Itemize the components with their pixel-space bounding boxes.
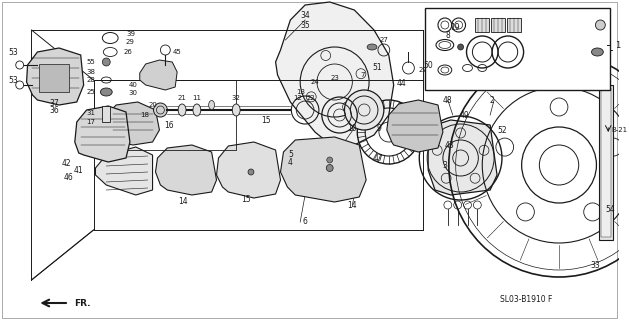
Ellipse shape	[209, 100, 214, 109]
Bar	[599, 85, 613, 240]
Text: 5: 5	[288, 149, 292, 158]
Text: 2: 2	[490, 95, 494, 105]
Circle shape	[345, 90, 384, 130]
Text: 51: 51	[372, 62, 382, 71]
Text: 9: 9	[377, 124, 381, 132]
Polygon shape	[96, 147, 153, 195]
Text: 47: 47	[374, 154, 384, 163]
Circle shape	[458, 44, 464, 50]
Bar	[40, 64, 69, 92]
Text: 49: 49	[460, 110, 469, 119]
Text: 48: 48	[443, 95, 453, 105]
Bar	[476, 18, 489, 32]
Text: 53: 53	[8, 76, 18, 84]
Text: 21: 21	[177, 95, 187, 101]
Polygon shape	[75, 106, 130, 162]
Text: 40: 40	[129, 82, 138, 88]
Circle shape	[596, 20, 605, 30]
Text: 16: 16	[164, 121, 174, 130]
Ellipse shape	[591, 48, 603, 56]
Text: 3: 3	[443, 161, 448, 170]
Text: 53: 53	[8, 47, 18, 57]
Text: 26: 26	[123, 49, 132, 55]
Bar	[601, 88, 611, 237]
Bar	[491, 18, 505, 32]
Polygon shape	[428, 120, 497, 195]
Text: 18: 18	[141, 112, 150, 118]
Text: 20: 20	[148, 102, 157, 108]
Bar	[425, 8, 610, 90]
Polygon shape	[276, 2, 394, 145]
Text: 1: 1	[615, 41, 620, 50]
Bar	[94, 80, 237, 150]
Text: 43: 43	[445, 140, 455, 149]
Text: 33: 33	[591, 260, 600, 269]
Ellipse shape	[232, 104, 240, 116]
Text: 44: 44	[397, 78, 406, 87]
Ellipse shape	[178, 104, 186, 116]
Polygon shape	[26, 48, 84, 105]
Bar	[507, 18, 521, 32]
Polygon shape	[105, 102, 159, 145]
Circle shape	[248, 169, 254, 175]
Text: 15: 15	[242, 196, 251, 204]
Text: 15: 15	[261, 116, 270, 124]
Text: 25: 25	[87, 89, 96, 95]
Text: 29: 29	[126, 39, 135, 45]
Text: 27: 27	[379, 37, 388, 43]
Text: 45: 45	[172, 49, 181, 55]
Polygon shape	[281, 137, 366, 202]
Text: 34: 34	[300, 11, 310, 20]
Text: 12: 12	[292, 95, 302, 101]
Text: 14: 14	[178, 197, 188, 206]
Polygon shape	[216, 142, 281, 198]
Text: 32: 32	[231, 95, 241, 101]
Text: B-21: B-21	[611, 127, 627, 133]
Text: 27: 27	[418, 67, 427, 73]
Text: SL03-B1910 F: SL03-B1910 F	[500, 295, 552, 305]
Text: 23: 23	[330, 75, 339, 81]
Ellipse shape	[367, 44, 377, 50]
Text: 30: 30	[129, 90, 138, 96]
Text: 41: 41	[74, 165, 84, 174]
Text: 50: 50	[423, 60, 433, 69]
Text: 42: 42	[62, 158, 72, 167]
Text: 19: 19	[450, 22, 460, 31]
Text: 36: 36	[49, 106, 59, 115]
Ellipse shape	[193, 104, 201, 116]
Text: FR.: FR.	[74, 299, 91, 308]
Text: 39: 39	[126, 31, 135, 37]
Text: 4: 4	[288, 157, 292, 166]
Text: 10: 10	[348, 124, 357, 132]
Circle shape	[326, 164, 333, 172]
Text: 6: 6	[303, 218, 308, 227]
Text: 31: 31	[86, 110, 96, 116]
Text: 22: 22	[307, 95, 315, 101]
Text: 38: 38	[86, 69, 96, 75]
Polygon shape	[140, 60, 177, 90]
Text: 24: 24	[311, 79, 320, 85]
Text: 7: 7	[360, 72, 364, 78]
Text: 52: 52	[497, 125, 507, 134]
Text: 37: 37	[49, 99, 59, 108]
Bar	[103, 106, 110, 122]
Text: 14: 14	[348, 201, 357, 210]
Circle shape	[326, 157, 333, 163]
Polygon shape	[155, 145, 216, 195]
Text: 55: 55	[87, 59, 96, 65]
Circle shape	[153, 103, 167, 117]
Text: 46: 46	[64, 172, 74, 181]
Text: 28: 28	[87, 77, 96, 83]
Polygon shape	[387, 100, 443, 152]
Text: 11: 11	[192, 95, 201, 101]
Text: 35: 35	[300, 20, 310, 29]
Text: 8: 8	[445, 30, 450, 39]
Text: 54: 54	[605, 205, 615, 214]
Circle shape	[103, 58, 110, 66]
Ellipse shape	[101, 88, 112, 96]
Text: 13: 13	[297, 89, 306, 95]
Text: 17: 17	[86, 119, 96, 125]
